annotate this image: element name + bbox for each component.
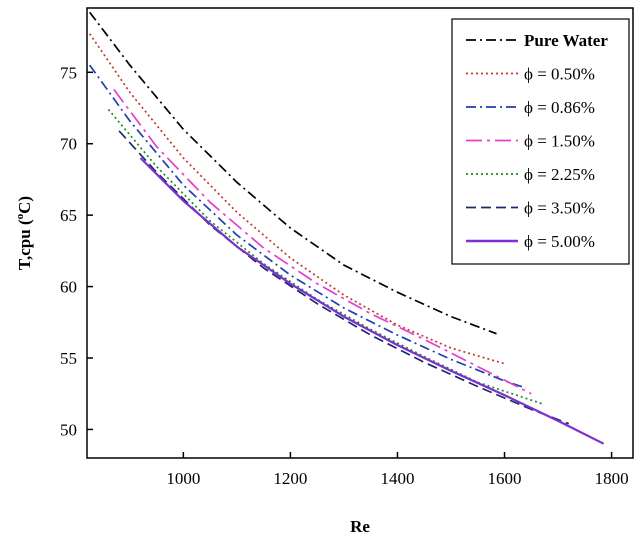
y-tick-label: 70 [60, 135, 77, 154]
x-axis: 1000 1200 1400 1600 1800 [166, 452, 629, 488]
y-axis: 50 55 60 65 70 75 [60, 63, 93, 439]
y-axis-title-superscript: o [14, 213, 26, 219]
legend-label: ϕ = 0.50% [524, 65, 595, 84]
x-tick-label: 1800 [595, 469, 629, 488]
legend: Pure Water ϕ = 0.50% ϕ = 0.86% ϕ = 1.50% ϕ =… [451, 18, 630, 265]
series-line [107, 108, 543, 405]
y-tick-label: 65 [60, 206, 77, 225]
x-tick-label: 1200 [273, 469, 307, 488]
legend-label: ϕ = 0.86% [524, 98, 595, 117]
series-line [139, 157, 605, 445]
y-tick-label: 75 [60, 63, 77, 82]
x-tick-label: 1400 [380, 469, 414, 488]
y-tick-label: 60 [60, 278, 77, 297]
legend-label: ϕ = 2.25% [524, 165, 595, 184]
y-tick-label: 55 [60, 349, 77, 368]
series-line [113, 88, 532, 395]
series-line [89, 64, 527, 389]
plot-frame [86, 7, 634, 459]
legend-label: Pure Water [524, 31, 608, 50]
series-line [118, 130, 570, 425]
series-line [88, 33, 505, 365]
y-axis-title: T,cpu (oC) [14, 196, 34, 270]
legend-label: ϕ = 3.50% [524, 199, 595, 218]
series-line [89, 11, 497, 335]
x-axis-title: Re [350, 517, 370, 536]
y-axis-title-main: T,cpu ( [15, 219, 34, 270]
x-tick-label: 1600 [488, 469, 522, 488]
y-axis-title-unit: C) [15, 196, 34, 214]
legend-label: ϕ = 1.50% [524, 132, 595, 151]
x-tick-label: 1000 [166, 469, 200, 488]
legend-label: ϕ = 5.00% [524, 232, 595, 251]
series-layer [88, 11, 605, 445]
y-tick-label: 50 [60, 420, 77, 439]
legend-box [451, 18, 630, 265]
